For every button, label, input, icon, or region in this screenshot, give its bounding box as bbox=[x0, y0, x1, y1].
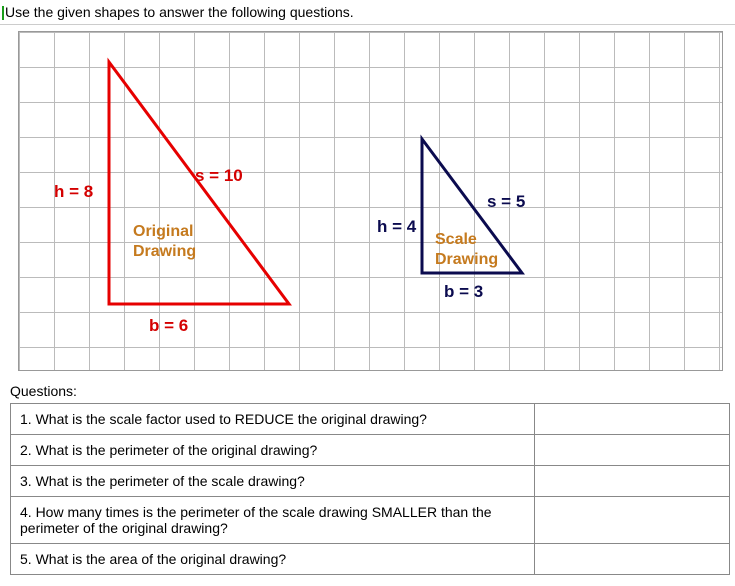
original-title-line2: Drawing bbox=[133, 243, 196, 260]
answer-1[interactable] bbox=[535, 404, 730, 435]
original-triangle-svg bbox=[109, 62, 289, 312]
table-row: 5. What is the area of the original draw… bbox=[11, 544, 730, 575]
scale-title-line2: Drawing bbox=[435, 251, 498, 268]
instruction-bar: Use the given shapes to answer the follo… bbox=[0, 0, 735, 25]
scale-h-label: h = 4 bbox=[377, 217, 416, 237]
instruction-text: Use the given shapes to answer the follo… bbox=[5, 4, 354, 20]
scale-title: Scale Drawing bbox=[435, 230, 498, 270]
question-2: 2. What is the perimeter of the original… bbox=[11, 435, 535, 466]
question-3: 3. What is the perimeter of the scale dr… bbox=[11, 466, 535, 497]
questions-table: 1. What is the scale factor used to REDU… bbox=[10, 403, 730, 575]
scale-b-label: b = 3 bbox=[444, 282, 483, 302]
grid: h = 8 b = 6 s = 10 Original Drawing h = … bbox=[18, 31, 723, 371]
answer-5[interactable] bbox=[535, 544, 730, 575]
original-triangle bbox=[109, 62, 289, 315]
original-title-line1: Original bbox=[133, 223, 193, 240]
table-row: 1. What is the scale factor used to REDU… bbox=[11, 404, 730, 435]
answer-3[interactable] bbox=[535, 466, 730, 497]
questions-heading: Questions: bbox=[0, 377, 735, 403]
table-row: 3. What is the perimeter of the scale dr… bbox=[11, 466, 730, 497]
scale-title-line1: Scale bbox=[435, 231, 477, 248]
table-row: 2. What is the perimeter of the original… bbox=[11, 435, 730, 466]
figure-area: h = 8 b = 6 s = 10 Original Drawing h = … bbox=[0, 25, 735, 377]
table-row: 4. How many times is the perimeter of th… bbox=[11, 497, 730, 544]
answer-4[interactable] bbox=[535, 497, 730, 544]
scale-s-label: s = 5 bbox=[487, 192, 525, 212]
original-b-label: b = 6 bbox=[149, 316, 188, 336]
original-s-label: s = 10 bbox=[195, 166, 243, 186]
answer-2[interactable] bbox=[535, 435, 730, 466]
question-4: 4. How many times is the perimeter of th… bbox=[11, 497, 535, 544]
original-title: Original Drawing bbox=[133, 222, 196, 262]
question-1: 1. What is the scale factor used to REDU… bbox=[11, 404, 535, 435]
question-5: 5. What is the area of the original draw… bbox=[11, 544, 535, 575]
text-cursor bbox=[2, 6, 4, 20]
original-h-label: h = 8 bbox=[54, 182, 93, 202]
